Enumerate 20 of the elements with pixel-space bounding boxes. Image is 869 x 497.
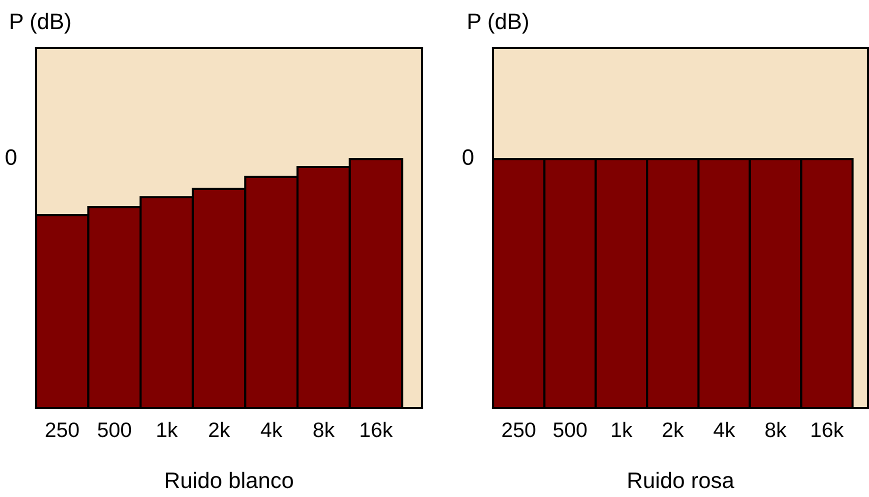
x-tick-label: 2k — [662, 422, 684, 437]
x-tick-label: 4k — [260, 422, 282, 437]
x-tick-label: 1k — [612, 422, 632, 437]
text: 0 — [6, 149, 16, 166]
x-axis-title: Ruido rosa — [628, 472, 734, 488]
x-tick-label: 16k — [812, 422, 844, 438]
x-tick-label: 250 — [502, 422, 536, 438]
x-tick-label: 2k — [209, 422, 230, 437]
y-axis-title: P (dB) — [468, 12, 528, 34]
x-axis-title: Ruido blanco — [166, 472, 293, 488]
x-tick-label: 500 — [554, 422, 587, 438]
text: 0 — [462, 149, 474, 166]
x-tick-label: 1k — [157, 422, 178, 437]
x-tick-label: 250 — [46, 422, 79, 438]
x-tick-label: 8k — [314, 422, 335, 438]
x-tick-label: 16k — [360, 422, 393, 438]
y-axis-title: P (dB) — [10, 12, 70, 34]
x-tick-label: 500 — [98, 422, 132, 438]
x-tick-label: 4k — [714, 422, 736, 437]
x-tick-label: 8k — [765, 422, 787, 438]
